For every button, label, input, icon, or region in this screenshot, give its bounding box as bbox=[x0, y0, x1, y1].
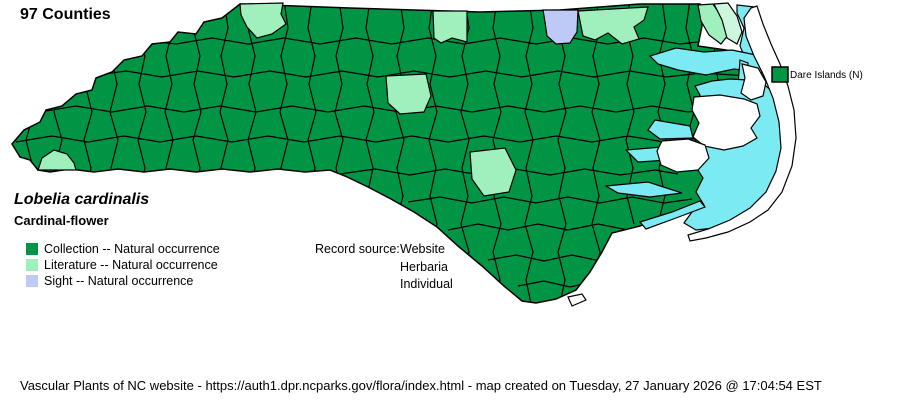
literature-swatch bbox=[26, 259, 38, 271]
record-source-individual: Individual bbox=[400, 277, 453, 291]
record-source-website: Website bbox=[400, 242, 445, 256]
county-literature-northeast bbox=[577, 6, 649, 45]
species-common-name: Cardinal-flower bbox=[14, 213, 109, 228]
hyde-south-lobe bbox=[656, 138, 710, 173]
county-literature-nw bbox=[239, 2, 287, 39]
county-literature-central bbox=[469, 147, 517, 197]
county-literature-piedmont bbox=[385, 73, 432, 115]
hyde-mainland bbox=[691, 94, 761, 151]
pungo-river bbox=[647, 119, 694, 140]
record-source-herbaria: Herbaria bbox=[400, 260, 448, 274]
legend-label-collection: Collection -- Natural occurrence bbox=[44, 242, 220, 256]
sight-swatch bbox=[26, 275, 38, 287]
neuse-river bbox=[604, 181, 683, 198]
bogue-sound bbox=[638, 200, 706, 230]
legend-row-sight: Sight -- Natural occurrence bbox=[26, 274, 193, 288]
literature-counties bbox=[37, 2, 729, 197]
footer-caption: Vascular Plants of NC website - https://… bbox=[20, 378, 822, 393]
legend-label-literature: Literature -- Natural occurrence bbox=[44, 258, 218, 272]
collection-swatch bbox=[26, 243, 38, 255]
county-sight bbox=[542, 9, 579, 45]
bald-head-island bbox=[567, 293, 587, 307]
county-literature-southwest bbox=[37, 149, 77, 171]
legend-row-literature: Literature -- Natural occurrence bbox=[26, 258, 218, 272]
legend-label-sight: Sight -- Natural occurrence bbox=[44, 274, 194, 288]
dare-mainland bbox=[740, 63, 767, 101]
no-record-counties bbox=[567, 5, 797, 307]
record-source-label: Record source: bbox=[315, 242, 400, 256]
county-literature-north-central bbox=[432, 10, 468, 44]
legend-row-collection: Collection -- Natural occurrence bbox=[26, 242, 220, 256]
dare-islands-label: Dare Islands (N) bbox=[790, 70, 863, 81]
species-scientific-name: Lobelia cardinalis bbox=[14, 191, 150, 208]
dare-islands-marker bbox=[771, 66, 789, 83]
county-count-title: 97 Counties bbox=[20, 6, 111, 23]
county-literature-coastal-band-2 bbox=[713, 2, 743, 45]
